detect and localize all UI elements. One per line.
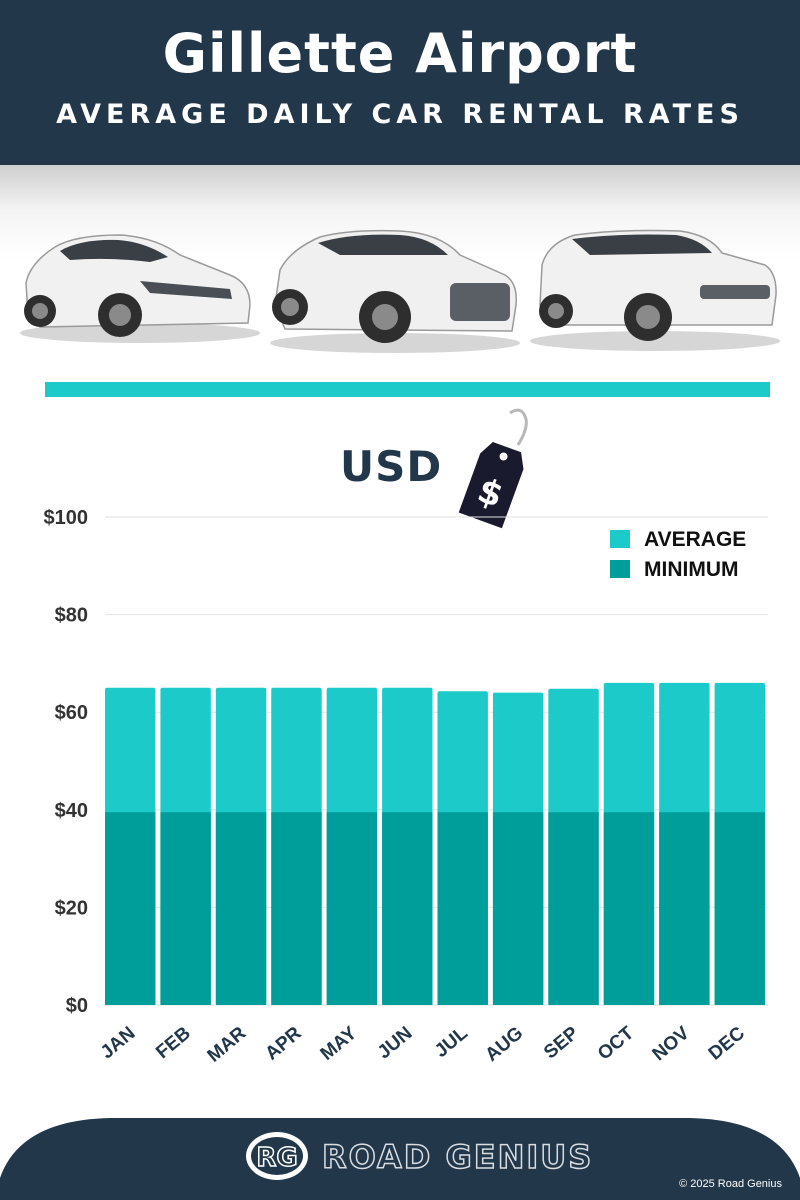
x-tick-label: JUN <box>374 1023 417 1064</box>
price-tag-icon: $ <box>458 408 528 529</box>
copyright-text: © 2025 Road Genius <box>679 1178 782 1190</box>
hatchback-car-image <box>20 234 260 343</box>
y-tick-label: $60 <box>55 702 88 724</box>
x-tick-label: MAY <box>317 1023 362 1065</box>
car-images-strip <box>0 165 800 375</box>
bar-minimum-may <box>326 812 378 1005</box>
x-tick-label: JUL <box>431 1022 472 1061</box>
chart-legend: AVERAGE MINIMUM <box>610 528 746 581</box>
x-tick-label: SEP <box>540 1023 583 1064</box>
x-tick-label: APR <box>261 1023 305 1065</box>
page-title: Gillette Airport <box>162 22 638 85</box>
x-tick-label: NOV <box>649 1023 694 1066</box>
bar-minimum-jan <box>105 812 156 1005</box>
bar-minimum-aug <box>492 812 544 1005</box>
legend-minimum-swatch <box>610 560 630 578</box>
footer-band <box>0 1118 800 1200</box>
x-tick-label: OCT <box>594 1022 639 1064</box>
brand-name: ROAD GENIUS <box>321 1137 594 1177</box>
bar-minimum-dec <box>714 812 765 1005</box>
car-illustrations <box>20 229 780 353</box>
chart-bars <box>105 682 765 1005</box>
x-tick-label: FEB <box>152 1023 195 1064</box>
x-tick-label: AUG <box>481 1023 527 1066</box>
y-tick-label: $20 <box>55 897 88 919</box>
x-tick-label: DEC <box>705 1023 749 1065</box>
x-tick-label: MAR <box>204 1023 251 1067</box>
x-axis: JAN FEB MAR APR MAY JUN JUL AUG SEP OCT NOV DEC <box>97 1022 749 1066</box>
y-tick-label: $40 <box>55 800 88 822</box>
rental-rates-chart: $0 $20 $40 $60 $80 $100 JAN FEB MAR APR MAY JUN JUL… <box>44 507 768 1067</box>
y-tick-label: $80 <box>55 605 88 627</box>
bar-minimum-jul <box>437 812 488 1005</box>
road-genius-logo-icon: RG <box>246 1132 308 1180</box>
suv-car-image <box>270 229 520 353</box>
logo-text: RG <box>256 1143 297 1173</box>
chart-grid <box>105 516 768 1006</box>
bar-minimum-nov <box>659 812 710 1005</box>
currency-label: USD <box>340 442 443 491</box>
y-axis: $0 $20 $40 $60 $80 $100 <box>44 507 89 1017</box>
bar-minimum-mar <box>215 812 267 1005</box>
bar-minimum-jun <box>382 812 433 1005</box>
luxury-suv-car-image <box>530 229 780 351</box>
page-subtitle: AVERAGE DAILY CAR RENTAL RATES <box>56 99 744 130</box>
y-tick-label: $100 <box>44 507 89 529</box>
accent-divider <box>45 382 770 397</box>
bar-minimum-feb <box>160 812 211 1005</box>
header-banner: Gillette Airport AVERAGE DAILY CAR RENTA… <box>0 0 800 165</box>
y-tick-label: $0 <box>66 995 88 1017</box>
bar-minimum-apr <box>271 812 322 1005</box>
legend-average-swatch <box>610 530 630 548</box>
bar-minimum-oct <box>603 812 655 1005</box>
legend-average-label: AVERAGE <box>644 528 746 551</box>
bar-minimum-sep <box>548 812 599 1005</box>
legend-minimum-label: MINIMUM <box>644 558 738 581</box>
x-tick-label: JAN <box>97 1023 140 1064</box>
